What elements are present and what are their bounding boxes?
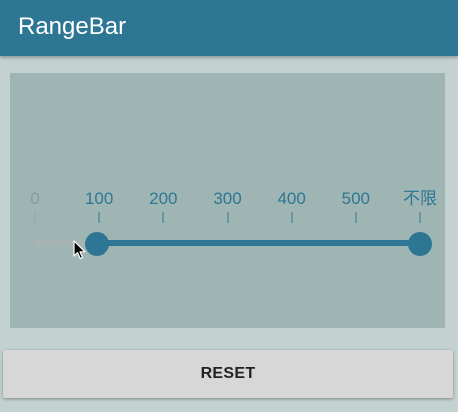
tick-label: 500: [341, 189, 371, 208]
tick-label: 400: [277, 189, 306, 208]
range-bar-panel: 0 100 200 300 400 500 不限: [10, 73, 445, 328]
tick-mark: [227, 212, 228, 223]
tick-mark: [34, 212, 36, 223]
range-thumb-left[interactable]: [85, 232, 110, 256]
tick-label: 不限: [403, 189, 437, 208]
reset-button[interactable]: RESET: [3, 350, 453, 398]
tick-label: 300: [213, 189, 242, 208]
tick-mark: [162, 212, 164, 223]
tick-label: 200: [149, 189, 178, 208]
app-bar: RangeBar: [0, 0, 458, 56]
tick-mark: [355, 212, 357, 223]
mouse-cursor-icon: [73, 240, 86, 260]
tick-mark: [419, 212, 421, 223]
tick-label: 0: [30, 189, 40, 208]
tick-mark: [98, 212, 100, 223]
tick-label: 100: [84, 189, 114, 208]
tick-mark: [291, 212, 293, 223]
app-title: RangeBar: [18, 13, 127, 40]
range-selected-fill: [99, 240, 420, 246]
range-thumb-right[interactable]: [408, 232, 432, 256]
